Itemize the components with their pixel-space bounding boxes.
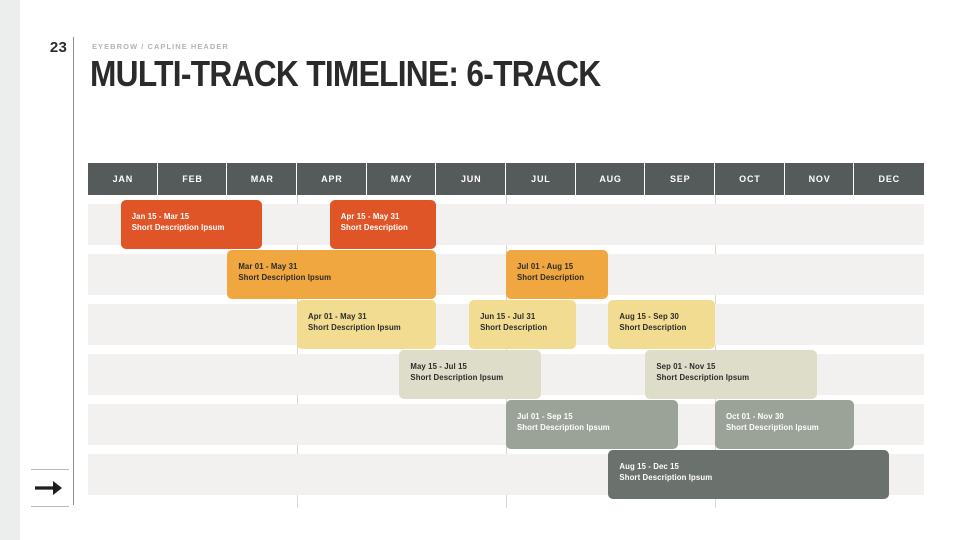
bar-date-range: May 15 - Jul 15 — [410, 362, 467, 371]
bar-date-range: Jul 01 - Aug 15 — [517, 262, 574, 271]
timeline-bar[interactable]: Apr 15 - May 31 Short Description — [329, 200, 437, 249]
next-slide-button[interactable] — [31, 466, 75, 510]
bar-date-range: Apr 01 - May 31 — [308, 312, 367, 321]
timeline-bar[interactable]: Jul 01 - Aug 15 Short Description — [506, 250, 609, 299]
timeline-bar[interactable]: Jun 15 - Jul 31 Short Description — [469, 300, 576, 349]
month-header-oct: OCT — [715, 163, 785, 195]
timeline-bar[interactable]: Oct 01 - Nov 30 Short Description Ipsum — [715, 400, 855, 449]
track-row: Jul 01 - Sep 15 Short Description Ipsum Oc… — [88, 400, 924, 449]
slide-number: 23 — [49, 39, 67, 56]
month-header-dec: DEC — [854, 163, 925, 195]
bar-date-range: Mar 01 - May 31 — [238, 262, 298, 271]
month-header-mar: MAR — [227, 163, 298, 195]
month-header-apr: APR — [297, 163, 367, 195]
track-row: Aug 15 - Dec 15 Short Description Ipsum — [88, 450, 924, 499]
timeline-bar[interactable]: Aug 15 - Sep 30 Short Description — [608, 300, 715, 349]
track-rows: Jan 15 - Mar 15 Short Description Ipsum Ap… — [88, 200, 924, 499]
bar-description: Short Description Ipsum — [238, 273, 332, 283]
timeline-bar[interactable]: Jan 15 - Mar 15 Short Description Ipsum — [120, 200, 263, 249]
timeline-bar[interactable]: Sep 01 - Nov 15 Short Description Ipsum — [645, 350, 818, 399]
bar-description: Short Description Ipsum — [619, 473, 713, 483]
timeline-bar[interactable]: May 15 - Jul 15 Short Description Ipsum — [399, 350, 541, 399]
timeline-bar[interactable]: Jul 01 - Sep 15 Short Description Ipsum — [506, 400, 679, 449]
eyebrow-label: EYEBROW / CAPLINE HEADER — [92, 42, 229, 51]
month-header-may: MAY — [366, 163, 437, 195]
bar-description: Short Description — [517, 273, 585, 283]
bar-description: Short Description Ipsum — [308, 323, 401, 333]
bar-date-range: Aug 15 - Dec 15 — [619, 462, 679, 471]
bar-description: Short Description — [480, 323, 548, 333]
bar-description: Short Description — [340, 223, 408, 233]
month-header-jan: JAN — [88, 163, 158, 195]
month-header-feb: FEB — [157, 163, 228, 195]
bar-description: Short Description Ipsum — [410, 373, 504, 383]
month-header-nov: NOV — [784, 163, 855, 195]
track-row: Apr 01 - May 31 Short Description Ipsum Ju… — [88, 300, 924, 349]
month-header-sep: SEP — [645, 163, 716, 195]
month-header-row: JAN FEB MAR APR MAY JUN JUL AUG SEP OCT NOV DEC — [88, 163, 925, 195]
nav-rule-bottom — [31, 506, 69, 507]
month-header-aug: AUG — [575, 163, 646, 195]
bar-date-range: Jan 15 - Mar 15 — [131, 212, 190, 221]
timeline-bar[interactable]: Mar 01 - May 31 Short Description Ipsum — [227, 250, 437, 299]
bar-date-range: Apr 15 - May 31 — [340, 212, 400, 221]
track-row: Jan 15 - Mar 15 Short Description Ipsum Ap… — [88, 200, 924, 249]
timeline-bar[interactable]: Apr 01 - May 31 Short Description Ipsum — [297, 300, 437, 349]
timeline-chart: JAN FEB MAR APR MAY JUN JUL AUG SEP OCT NOV DEC Jan… — [88, 163, 925, 508]
bar-description: Short Description — [619, 323, 687, 333]
bar-description: Short Description Ipsum — [656, 373, 750, 383]
nav-rule-top — [31, 469, 69, 470]
bar-description: Short Description Ipsum — [131, 223, 225, 233]
bar-date-range: Sep 01 - Nov 15 — [656, 362, 716, 371]
bar-date-range: Jul 01 - Sep 15 — [517, 412, 573, 421]
bar-date-range: Oct 01 - Nov 30 — [726, 412, 784, 421]
bar-date-range: Aug 15 - Sep 30 — [619, 312, 679, 321]
vertical-divider — [73, 37, 74, 505]
page-title: MULTI-TRACK TIMELINE: 6-TRACK — [90, 53, 601, 94]
left-edge-strip — [0, 0, 20, 540]
month-header-jul: JUL — [506, 163, 576, 195]
track-row: Mar 01 - May 31 Short Description Ipsum Ju… — [88, 250, 924, 299]
track-row: May 15 - Jul 15 Short Description Ipsum Se… — [88, 350, 924, 399]
timeline-bar[interactable]: Aug 15 - Dec 15 Short Description Ipsum — [608, 450, 890, 499]
bar-date-range: Jun 15 - Jul 31 — [480, 312, 536, 321]
bar-description: Short Description Ipsum — [726, 423, 819, 433]
bar-description: Short Description Ipsum — [517, 423, 610, 433]
month-header-jun: JUN — [436, 163, 507, 195]
